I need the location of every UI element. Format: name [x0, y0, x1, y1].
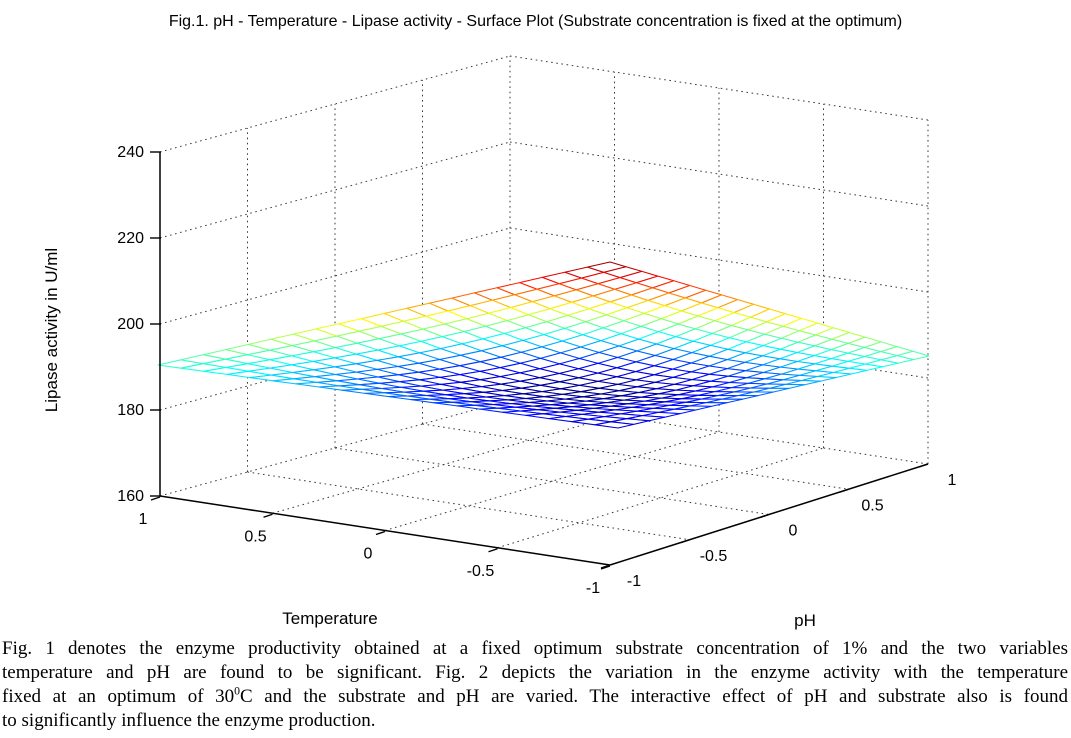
temperature-tick-label: 0.5	[244, 528, 266, 545]
ph-tick-label: 0.5	[861, 497, 883, 514]
caption-line-3-text-after: C and the substrate and pH are varied. T…	[240, 686, 1068, 707]
z-axis-label: Lipase activity in U/ml	[42, 248, 61, 412]
figure-title: Fig.1. pH - Temperature - Lipase activit…	[168, 13, 903, 30]
figure-caption: Fig. 1 denotes the enzyme productivity o…	[2, 637, 1068, 733]
temperature-tick-label: -1	[586, 580, 600, 597]
temperature-tick-label: 0	[364, 546, 373, 563]
caption-line-2: temperature and pH are found to be signi…	[2, 662, 1068, 683]
temperature-tick-label: 1	[139, 511, 148, 528]
ph-tick-label: 0	[789, 523, 798, 540]
axes: 160 180 200 220 240 1 0.5 0 -0.5 -1 -1 -0.5 0 0.5 1	[117, 144, 956, 597]
z-tick-label: 180	[117, 402, 144, 419]
z-tick-label: 200	[117, 316, 144, 333]
z-tick-label: 240	[117, 144, 144, 161]
caption-line-4: to significantly influence the enzyme pr…	[2, 710, 376, 731]
superscript-zero: 0	[234, 684, 241, 698]
z-tick-label: 220	[117, 230, 144, 247]
temperature-tick-label: -0.5	[467, 563, 495, 580]
ph-tick-label: -1	[627, 573, 641, 590]
surface-plot: 160 180 200 220 240 1 0.5 0 -0.5 -1 -1 -0.5 0 0.5 1 Li…	[42, 55, 957, 630]
z-tick-label: 160	[117, 488, 144, 505]
caption-line-3-text: fixed at an optimum of 30	[2, 686, 235, 707]
ph-axis-label: pH	[794, 611, 816, 630]
ph-tick-label: -0.5	[700, 548, 728, 565]
ph-tick-label: 1	[948, 472, 957, 489]
temperature-axis-label: Temperature	[282, 609, 377, 628]
caption-line-1: Fig. 1 denotes the enzyme productivity o…	[2, 638, 1068, 659]
caption-line-3: fixed at an optimum of 300C and the subs…	[2, 685, 1068, 709]
surface-mesh	[157, 261, 930, 429]
